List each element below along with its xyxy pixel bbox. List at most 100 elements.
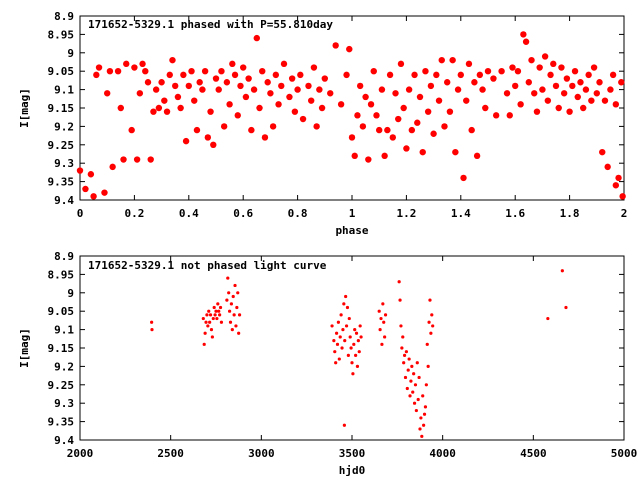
phased-data-point	[267, 90, 274, 97]
phased-data-point	[332, 42, 339, 49]
phased-data-point	[601, 97, 609, 104]
phased-data-point	[590, 64, 598, 71]
unphased-data-point	[410, 364, 414, 368]
unphased-data-point	[356, 339, 360, 343]
phased-data-point	[397, 60, 405, 68]
phased-y-tick-label: 9.2	[54, 120, 74, 133]
phased-data-point	[463, 97, 470, 104]
unphased-data-point	[228, 320, 233, 324]
unphased-data-point	[379, 316, 383, 321]
phased-y-axis-label: I[mag]	[18, 88, 31, 128]
phased-data-point	[558, 64, 565, 71]
phased-x-tick-label: 0.4	[179, 207, 199, 220]
unphased-data-point	[208, 313, 213, 317]
phased-data-point	[87, 171, 95, 178]
unphased-data-point	[206, 324, 210, 328]
phased-y-tick-label: 9.15	[48, 102, 75, 115]
phased-data-point	[218, 68, 225, 75]
unphased-y-tick-label: 9	[67, 287, 74, 300]
phased-data-point	[256, 104, 263, 112]
phased-data-point	[313, 123, 320, 130]
unphased-data-point	[564, 305, 568, 310]
phased-data-point	[201, 68, 209, 75]
unphased-y-tick-label: 9.35	[48, 416, 75, 429]
phased-chart-panel: 171652-5329.1 phased with P=55.810day ph…	[18, 10, 627, 237]
phased-y-tick-label: 8.95	[48, 28, 75, 41]
unphased-data-point	[422, 412, 427, 416]
phased-data-point	[204, 134, 212, 141]
unphased-data-point	[350, 361, 354, 365]
unphased-y-tick-label: 9.2	[54, 360, 74, 373]
unphased-y-tick-label: 9.05	[48, 305, 75, 318]
phased-data-point	[286, 93, 293, 101]
phased-data-point	[560, 90, 568, 97]
unphased-data-point	[422, 423, 426, 427]
unphased-data-point	[426, 364, 430, 368]
unphased-data-point	[383, 335, 387, 339]
phased-data-point	[615, 174, 622, 182]
phased-data-point	[174, 93, 182, 101]
unphased-data-point	[207, 309, 211, 313]
phased-data-point	[569, 82, 576, 90]
unphased-data-point	[355, 364, 360, 368]
unphased-data-point	[412, 401, 417, 405]
phased-data-point	[161, 97, 168, 104]
phased-data-point	[539, 86, 546, 93]
phased-x-tick-label: 0.8	[288, 207, 308, 220]
unphased-data-point	[359, 335, 363, 339]
phased-data-point	[577, 79, 584, 86]
unphased-data-point	[218, 305, 223, 310]
unphased-data-point	[413, 383, 418, 387]
phased-data-point	[400, 104, 407, 112]
phased-data-point	[226, 101, 233, 108]
phased-data-point	[348, 134, 356, 141]
phased-data-point	[288, 75, 296, 82]
phased-data-point	[492, 112, 500, 119]
phased-data-point	[234, 112, 241, 119]
unphased-x-tick-label: 4000	[429, 447, 456, 460]
phased-data-point	[199, 86, 206, 93]
phased-data-point	[120, 156, 127, 163]
phased-data-point	[531, 90, 538, 97]
phased-data-point	[482, 104, 489, 112]
unphased-chart-panel: 171652-5329.1 not phased light curve hjd…	[18, 250, 637, 477]
phased-y-tick-label: 9.25	[48, 139, 75, 152]
unphased-y-tick-label: 9.4	[54, 434, 74, 447]
phased-data-point	[533, 108, 541, 115]
unphased-data-point	[202, 342, 206, 346]
unphased-data-point	[342, 423, 346, 427]
unphased-data-point	[209, 328, 214, 332]
phased-data-point	[131, 64, 138, 71]
phased-data-point	[207, 108, 214, 115]
unphased-data-point	[338, 335, 342, 339]
phased-data-point	[520, 31, 527, 38]
unphased-data-point	[343, 339, 347, 343]
phased-data-point	[433, 71, 440, 79]
unphased-data-point	[381, 302, 385, 306]
phased-x-tick-label: 2	[621, 207, 628, 220]
phased-data-point	[93, 71, 100, 79]
phased-data-point	[517, 101, 524, 108]
unphased-data-point	[378, 328, 382, 332]
phased-data-point	[248, 126, 255, 134]
phased-data-point	[452, 148, 459, 156]
unphased-x-tick-label: 3500	[339, 447, 366, 460]
phased-data-point	[506, 112, 513, 119]
unphased-data-point	[227, 291, 231, 295]
phased-data-point	[416, 93, 424, 101]
phased-data-point	[294, 86, 301, 93]
phased-data-point	[177, 104, 184, 112]
phased-data-point	[275, 101, 282, 108]
phased-data-point	[163, 108, 171, 115]
phased-data-point	[250, 86, 258, 93]
unphased-x-tick-label: 3000	[248, 447, 275, 460]
unphased-data-point	[409, 379, 413, 383]
phased-data-point	[180, 71, 187, 79]
unphased-data-point	[212, 305, 216, 310]
phased-data-point	[101, 189, 108, 196]
phased-data-point	[117, 104, 125, 112]
unphased-data-point	[351, 372, 355, 376]
phased-data-point	[144, 79, 152, 86]
phased-data-point	[318, 104, 326, 112]
unphased-data-point	[420, 434, 424, 438]
